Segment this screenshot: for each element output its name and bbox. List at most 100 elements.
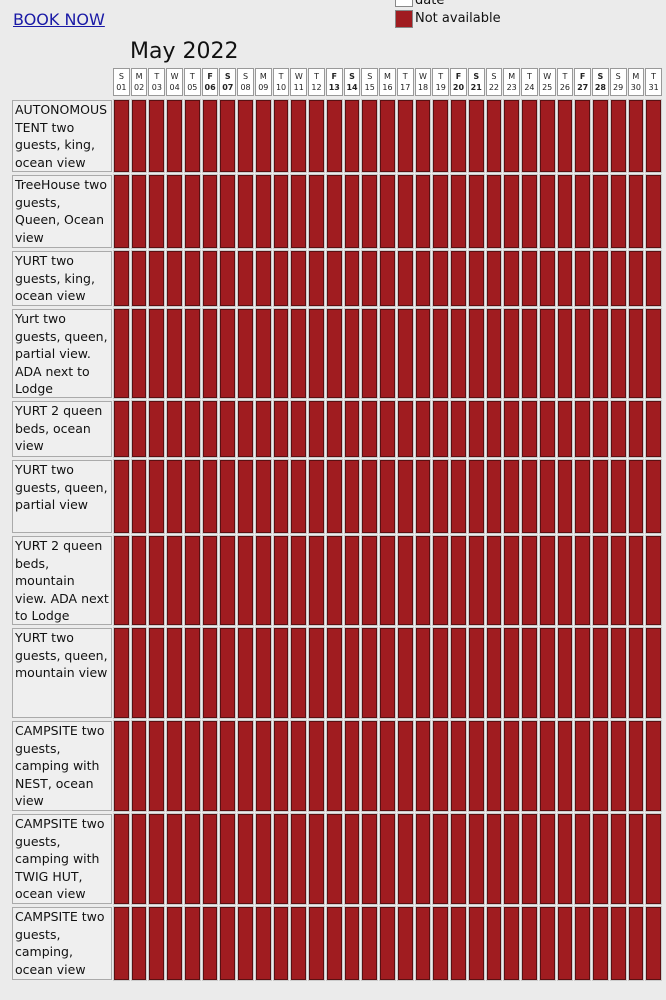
unavailable-cell (237, 720, 254, 812)
unavailable-cell (130, 459, 148, 534)
day-header: T 03 (148, 68, 166, 96)
unavailable-cell (538, 535, 556, 626)
day-letter: T (438, 72, 444, 81)
unavailable-cell (325, 250, 343, 307)
unavailable-cell (254, 308, 272, 399)
room-label: YURT 2 queen beds, mountain view. ADA ne… (12, 536, 112, 625)
unavailable-cell (521, 627, 538, 719)
unavailable-cell (308, 400, 325, 458)
unavailable-cell (148, 99, 166, 173)
unavailable-cell (450, 308, 467, 399)
unavailable-cell (450, 535, 467, 626)
unavailable-cell (361, 308, 379, 399)
unavailable-cell (503, 99, 521, 173)
unavailable-cell (432, 400, 450, 458)
unavailable-cell (272, 720, 290, 812)
legend-label: date (415, 0, 445, 8)
unavailable-cell (166, 627, 183, 719)
day-header: S 28 (592, 68, 609, 96)
unavailable-cell (254, 535, 272, 626)
unavailable-cell (201, 174, 219, 249)
unavailable-cell (272, 535, 290, 626)
unavailable-cell (574, 720, 591, 812)
unavailable-cell (308, 906, 325, 981)
day-number: 18 (417, 83, 429, 92)
unavailable-cell (645, 627, 662, 719)
unavailable-cell (308, 459, 325, 534)
unavailable-cell (325, 906, 343, 981)
day-header: S 01 (113, 68, 130, 96)
unavailable-cell (521, 174, 538, 249)
unavailable-cell (592, 99, 609, 173)
day-header: T 19 (432, 68, 450, 96)
unavailable-cell (609, 250, 627, 307)
unavailable-cell (627, 250, 645, 307)
unavailable-cell (538, 250, 556, 307)
unavailable-cell (201, 250, 219, 307)
day-header: T 26 (556, 68, 574, 96)
unavailable-cell (290, 535, 308, 626)
day-letter: M (508, 72, 516, 81)
unavailable-cell (308, 99, 325, 173)
unavailable-cell (183, 174, 201, 249)
unavailable-cell (183, 535, 201, 626)
unavailable-cell (361, 627, 379, 719)
room-label: Yurt two guests, queen, partial view. AD… (12, 309, 112, 398)
day-number: 13 (328, 83, 340, 92)
unavailable-cell (396, 99, 414, 173)
unavailable-cell (627, 813, 645, 905)
unavailable-cell (521, 308, 538, 399)
day-letter: W (543, 72, 552, 81)
unavailable-cell (379, 535, 396, 626)
unavailable-cell (609, 627, 627, 719)
unavailable-cell (113, 308, 130, 399)
unavailable-cell (166, 813, 183, 905)
unavailable-cell (254, 813, 272, 905)
unavailable-cell (556, 174, 574, 249)
unavailable-cell (485, 813, 503, 905)
unavailable-cell (113, 720, 130, 812)
day-header: S 21 (467, 68, 485, 96)
unavailable-cell (325, 400, 343, 458)
unavailable-cell (467, 535, 485, 626)
unavailable-cell (148, 400, 166, 458)
day-letter: T (651, 72, 657, 81)
room-label: YURT two guests, king, ocean view (12, 251, 112, 306)
unavailable-cell (148, 813, 166, 905)
unavailable-cell (432, 535, 450, 626)
unavailable-cell (485, 250, 503, 307)
unavailable-cell (237, 99, 254, 173)
unavailable-cell (290, 459, 308, 534)
unavailable-cell (201, 99, 219, 173)
unavailable-cell (396, 174, 414, 249)
unavailable-cell (538, 174, 556, 249)
unavailable-cell (485, 720, 503, 812)
unavailable-cell (645, 459, 662, 534)
unavailable-cell (130, 174, 148, 249)
unavailable-cell (521, 906, 538, 981)
unavailable-cell (521, 535, 538, 626)
unavailable-cell (396, 535, 414, 626)
day-number: 17 (400, 83, 411, 92)
unavailable-cell (290, 627, 308, 719)
unavailable-cell (361, 250, 379, 307)
day-header: M 30 (627, 68, 645, 96)
day-letter: T (278, 72, 284, 81)
unavailable-cell (432, 906, 450, 981)
unavailable-cell (254, 250, 272, 307)
unavailable-cell (503, 250, 521, 307)
book-now-link[interactable]: BOOK NOW (13, 10, 105, 29)
unavailable-cell (592, 906, 609, 981)
unavailable-cell (183, 813, 201, 905)
unavailable-cell (343, 813, 361, 905)
unavailable-cell (237, 906, 254, 981)
day-letter: T (526, 72, 532, 81)
unavailable-cell (556, 308, 574, 399)
day-number: 15 (364, 83, 375, 92)
unavailable-cell (201, 906, 219, 981)
legend-swatch (395, 10, 413, 28)
unavailable-cell (450, 174, 467, 249)
unavailable-cell (343, 535, 361, 626)
unavailable-cell (290, 250, 308, 307)
unavailable-cell (627, 459, 645, 534)
